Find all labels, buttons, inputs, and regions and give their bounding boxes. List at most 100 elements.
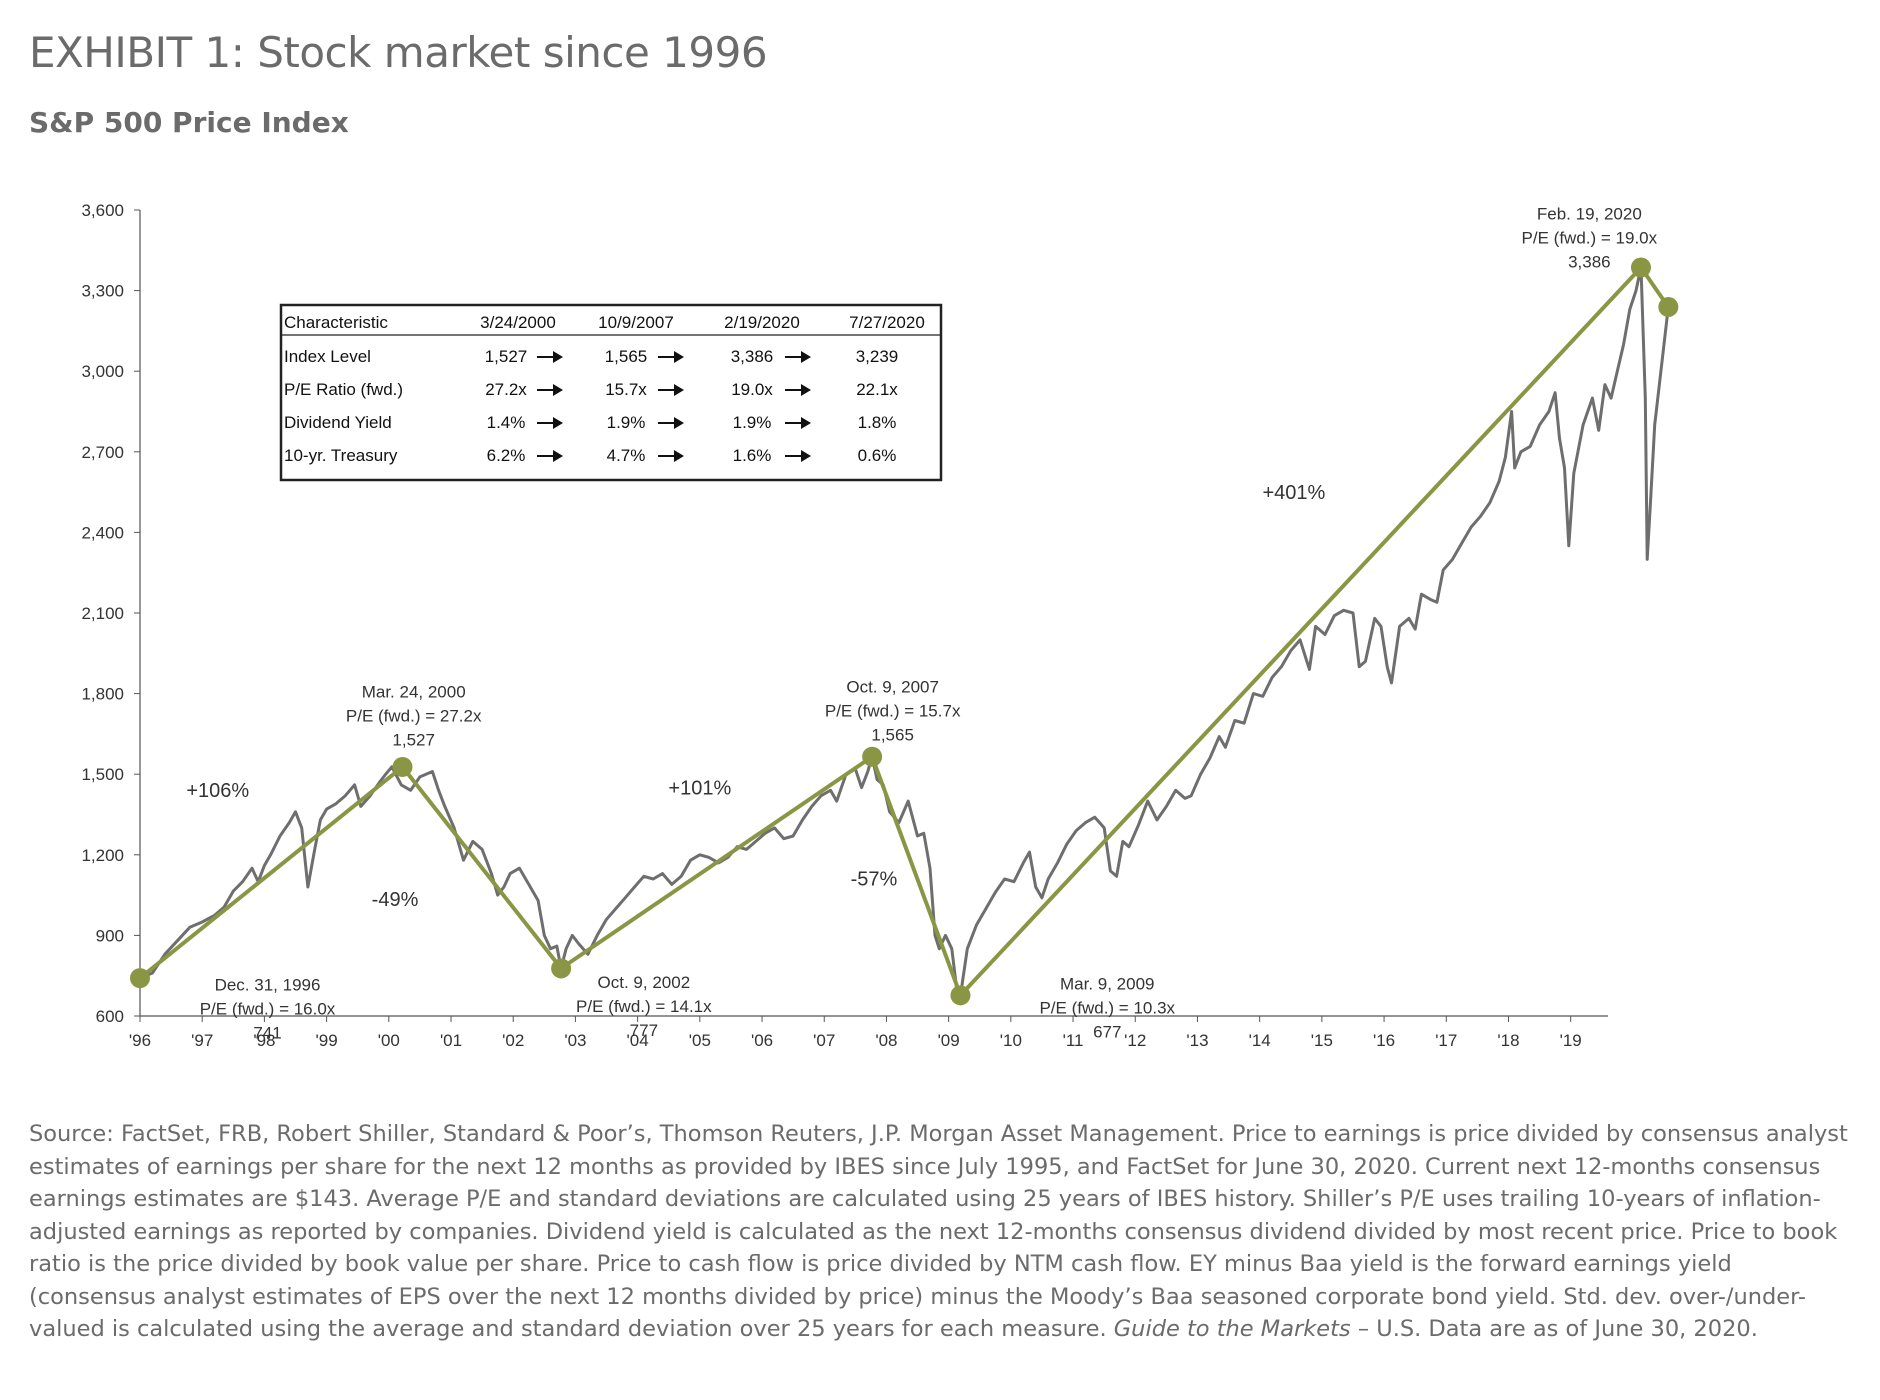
point-label-line: P/E (fwd.) = 15.7x (825, 701, 961, 720)
point-label-line: P/E (fwd.) = 19.0x (1522, 228, 1658, 247)
x-tick-label: '06 (751, 1031, 773, 1050)
x-tick-label: '13 (1186, 1031, 1208, 1050)
y-tick-label: 3,600 (81, 201, 124, 220)
point-label: Oct. 9, 2007 P/E (fwd.) = 15.7x 1,565 (825, 677, 961, 744)
table-cell: 6.2% (487, 446, 526, 465)
x-tick-label: '04 (627, 1031, 649, 1050)
right-arrow-icon (658, 450, 684, 462)
point-label-line: 677 (1093, 1023, 1121, 1042)
point-label-line: 777 (630, 1021, 658, 1040)
point-label-line: P/E (fwd.) = 16.0x (200, 999, 336, 1018)
index-series (139, 266, 1670, 997)
annotation-labels: Dec. 31, 1996 P/E (fwd.) = 16.0x 741 Mar. 2… (186, 204, 1657, 1042)
y-tick-label: 3,300 (81, 282, 124, 301)
right-arrow-icon (785, 450, 811, 462)
y-tick-label: 900 (96, 926, 124, 945)
x-tick-label: '08 (875, 1031, 897, 1050)
table-cell: 1,565 (605, 347, 648, 366)
table-cell: 19.0x (731, 380, 773, 399)
point-label-line: Oct. 9, 2002 (598, 973, 691, 992)
right-arrow-icon (537, 384, 563, 396)
x-tick-label: '17 (1435, 1031, 1457, 1050)
right-arrow-icon (785, 384, 811, 396)
table-row-label: Dividend Yield (284, 413, 392, 432)
trend-point-marker (862, 746, 883, 767)
point-label: Dec. 31, 1996 P/E (fwd.) = 16.0x 741 (200, 975, 336, 1042)
right-arrow-icon (658, 384, 684, 396)
point-label-line: Dec. 31, 1996 (215, 975, 321, 994)
change-label: +101% (668, 777, 731, 799)
y-tick-label: 1,500 (81, 765, 124, 784)
table-cell: 1.8% (858, 413, 897, 432)
table-cell: 1.6% (733, 446, 772, 465)
trend-point-marker (130, 968, 150, 989)
point-label: Mar. 24, 2000 P/E (fwd.) = 27.2x 1,527 (346, 683, 482, 750)
table-cell: 15.7x (605, 380, 647, 399)
table-cell: 3,386 (731, 347, 774, 366)
point-label-line: Oct. 9, 2007 (846, 677, 939, 696)
table-row-label: 10-yr. Treasury (284, 446, 398, 465)
y-tick-label: 2,100 (81, 604, 124, 623)
x-tick-label: '10 (1000, 1031, 1022, 1050)
trend-point-marker (551, 958, 572, 979)
point-label-line: Mar. 9, 2009 (1060, 975, 1155, 994)
point-label: Oct. 9, 2002 P/E (fwd.) = 14.1x 777 (576, 973, 712, 1040)
point-label: Feb. 19, 2020 P/E (fwd.) = 19.0x 3,386 (1522, 204, 1658, 271)
table-cell: 1,527 (485, 347, 528, 366)
sp500-chart: 600 900 1,200 1,500 1,800 2,100 2,400 2,700 3,00… (81, 201, 1679, 1050)
right-arrow-icon (537, 450, 563, 462)
table-header-cell: Characteristic (284, 313, 388, 332)
table-row-label: Index Level (284, 347, 371, 366)
y-tick-label: 1,800 (81, 685, 124, 704)
x-tick-label: '96 (129, 1031, 151, 1050)
table-cell: 1.9% (733, 413, 772, 432)
x-tick-label: '12 (1124, 1031, 1146, 1050)
y-tick-label: 2,700 (81, 443, 124, 462)
point-label-line: P/E (fwd.) = 27.2x (346, 707, 482, 726)
trend-point-marker (950, 985, 971, 1006)
x-tick-label: '07 (813, 1031, 835, 1050)
point-label: Mar. 9, 2009 P/E (fwd.) = 10.3x 677 (1039, 975, 1175, 1042)
change-label: +106% (186, 780, 249, 802)
source-text: Source: FactSet, FRB, Robert Shiller, St… (29, 1121, 1848, 1342)
x-tick-label: '02 (502, 1031, 524, 1050)
source-text-end: – U.S. Data are as of June 30, 2020. (1350, 1316, 1758, 1342)
trend-point-marker (1658, 296, 1679, 317)
characteristics-table: Characteristic 3/24/2000 10/9/2007 2/19/202… (279, 303, 943, 482)
x-tick-label: '98 (253, 1031, 275, 1050)
x-tick-label: '19 (1560, 1031, 1582, 1050)
source-italic: Guide to the Markets (1113, 1316, 1351, 1342)
x-tick-label: '11 (1063, 1031, 1084, 1050)
point-label-line: 1,527 (392, 731, 435, 750)
right-arrow-icon (785, 351, 811, 363)
point-label-line: P/E (fwd.) = 14.1x (576, 997, 712, 1016)
table-header-cell: 10/9/2007 (598, 313, 674, 332)
table-header-cell: 3/24/2000 (480, 313, 556, 332)
point-label-line: Feb. 19, 2020 (1537, 204, 1642, 223)
x-tick-label: '03 (564, 1031, 586, 1050)
right-arrow-icon (658, 351, 684, 363)
right-arrow-icon (537, 351, 563, 363)
table-cell: 3,239 (856, 347, 899, 366)
trend-point-marker (1630, 257, 1651, 278)
table-cell: 22.1x (856, 380, 898, 399)
x-tick-label: '16 (1373, 1031, 1395, 1050)
source-note: Source: FactSet, FRB, Robert Shiller, St… (29, 1118, 1859, 1346)
chart-axes: 600 900 1,200 1,500 1,800 2,100 2,400 2,700 3,00… (81, 201, 1608, 1050)
change-label: -49% (372, 889, 419, 911)
point-label-line: 3,386 (1568, 252, 1611, 271)
trend-point-marker (392, 756, 413, 777)
table-border (279, 303, 943, 482)
change-label: +401% (1262, 482, 1325, 504)
table-row-label: P/E Ratio (fwd.) (284, 380, 403, 399)
table-cell: 1.4% (487, 413, 526, 432)
point-label-line: 741 (253, 1023, 281, 1042)
right-arrow-icon (785, 417, 811, 429)
table-cell: 27.2x (485, 380, 527, 399)
x-tick-label: '97 (191, 1031, 213, 1050)
y-tick-label: 1,200 (81, 846, 124, 865)
change-label: -57% (851, 869, 898, 891)
y-tick-label: 2,400 (81, 523, 124, 542)
x-tick-label: '15 (1311, 1031, 1333, 1050)
chart-subtitle: S&P 500 Price Index (29, 106, 349, 139)
